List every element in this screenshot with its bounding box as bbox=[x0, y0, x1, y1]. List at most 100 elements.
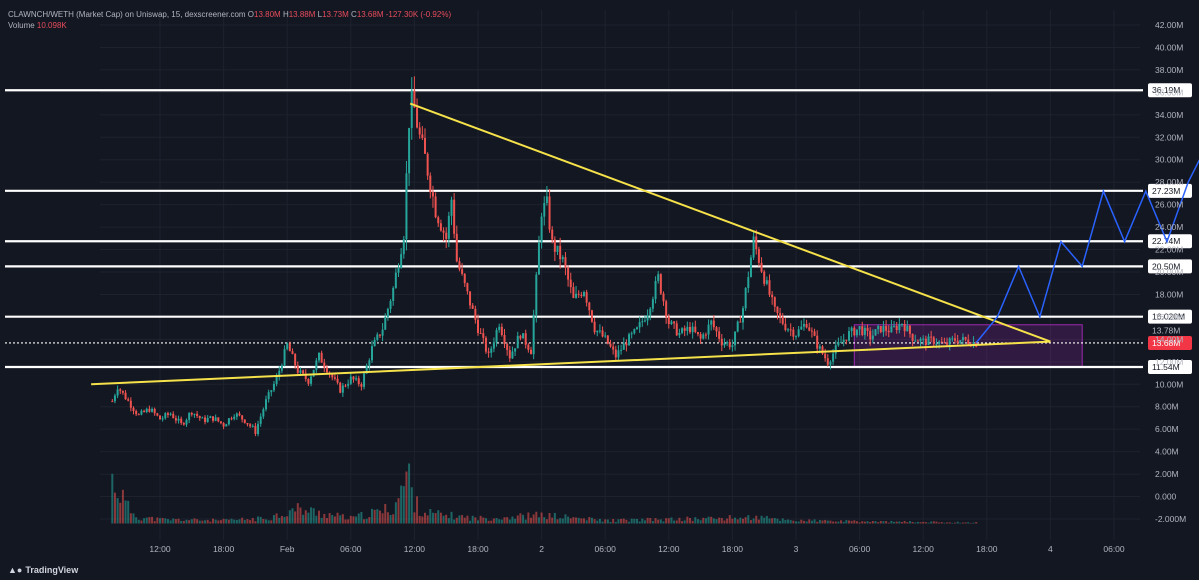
volume-bar bbox=[877, 522, 880, 524]
candle-body bbox=[119, 389, 122, 391]
volume-bar bbox=[230, 518, 233, 524]
candle-body bbox=[230, 418, 233, 420]
candle-body bbox=[503, 335, 506, 345]
candle-body bbox=[548, 196, 551, 230]
candle-body bbox=[739, 321, 742, 323]
candle-body bbox=[694, 326, 697, 333]
volume-bar bbox=[659, 519, 662, 524]
volume-bar bbox=[805, 521, 808, 524]
volume-bar bbox=[278, 517, 281, 524]
candle-body bbox=[826, 358, 829, 365]
volume-bar bbox=[113, 492, 116, 524]
volume-bar bbox=[296, 503, 299, 524]
candle-body bbox=[349, 376, 352, 384]
volume-bar bbox=[190, 519, 193, 524]
volume-bar bbox=[702, 517, 705, 524]
volume-bar bbox=[148, 517, 151, 524]
volume-bar bbox=[482, 517, 485, 524]
volume-bar bbox=[556, 519, 559, 524]
level-label: 27.23M bbox=[1152, 186, 1180, 196]
volume-bar bbox=[455, 517, 458, 524]
trendlines bbox=[91, 102, 1051, 386]
volume-bar bbox=[336, 512, 339, 524]
candle-body bbox=[492, 342, 495, 349]
volume-bar bbox=[463, 517, 466, 524]
candle-body bbox=[575, 293, 578, 298]
high-value: 13.88M bbox=[288, 10, 316, 19]
volume-bar bbox=[898, 521, 901, 524]
time-axis[interactable]: 12:00 18:00 Feb 06:00 12:00 18:00 2 06:00 12:00 1… bbox=[149, 544, 1125, 554]
volume-bar bbox=[389, 515, 392, 524]
candle-body bbox=[267, 392, 270, 400]
candle-body bbox=[654, 280, 657, 300]
current-price-bg bbox=[1148, 335, 1192, 350]
volume-bar bbox=[802, 520, 805, 524]
tradingview-branding[interactable]: ▲● TradingView bbox=[8, 565, 78, 575]
candle-body bbox=[718, 331, 721, 339]
candle-body bbox=[378, 334, 381, 336]
low-value: 13.73M bbox=[322, 10, 349, 19]
volume-bar bbox=[426, 515, 429, 524]
candle-body bbox=[357, 378, 360, 384]
candle-body bbox=[620, 349, 623, 351]
candle-body bbox=[174, 418, 177, 421]
volume-bar bbox=[270, 520, 273, 524]
candle-body bbox=[397, 267, 400, 273]
candle-body bbox=[813, 331, 816, 336]
candle-body bbox=[177, 418, 180, 421]
candle-body bbox=[482, 333, 485, 338]
volume-bar bbox=[882, 521, 885, 524]
volume-bar bbox=[233, 519, 236, 524]
volume-bar bbox=[829, 520, 832, 524]
candle-body bbox=[280, 365, 283, 371]
candle-body bbox=[259, 416, 262, 424]
volume-bar bbox=[532, 514, 535, 524]
candle-body bbox=[188, 412, 191, 420]
y-tick-label: 8.00M bbox=[1155, 402, 1179, 412]
price-axis[interactable]: -2.000M 0.000 2.00M 4.00M 6.00M 8.00M 10.00M 12… bbox=[1155, 20, 1186, 524]
volume-bar bbox=[946, 522, 949, 524]
volume-bar bbox=[249, 520, 252, 524]
volume-bar bbox=[442, 515, 445, 524]
volume-bar bbox=[580, 518, 583, 524]
candle-body bbox=[477, 319, 479, 334]
volume-bar bbox=[771, 518, 774, 524]
volume-bar bbox=[371, 508, 373, 524]
volume-bar bbox=[906, 522, 909, 524]
volume-bar bbox=[219, 520, 222, 524]
volume-bar bbox=[699, 520, 702, 524]
candle-body bbox=[161, 418, 164, 420]
volume-bar bbox=[543, 517, 546, 524]
candle-body bbox=[935, 343, 938, 345]
candle-body bbox=[596, 330, 599, 333]
candle-body bbox=[842, 339, 845, 343]
volume-bar bbox=[487, 520, 490, 524]
candle-body bbox=[204, 417, 207, 422]
volume-bar bbox=[135, 517, 138, 524]
x-tick-label: 06:00 bbox=[1103, 544, 1125, 554]
volume-bar bbox=[657, 519, 660, 524]
candle-body bbox=[352, 376, 355, 380]
candle-body bbox=[930, 336, 933, 338]
candle-body bbox=[704, 334, 707, 336]
candle-body bbox=[233, 416, 236, 419]
volume-bar bbox=[567, 516, 570, 524]
volume-value: 10.098K bbox=[36, 21, 67, 30]
candle-body bbox=[400, 254, 403, 268]
volume-bar bbox=[869, 522, 872, 524]
volume-bar bbox=[649, 517, 652, 524]
volume-bar bbox=[349, 515, 352, 524]
candle-body bbox=[246, 423, 249, 425]
candle-body bbox=[439, 223, 442, 231]
volume-bar bbox=[416, 496, 419, 524]
y-tick-label: 42.00M bbox=[1155, 20, 1183, 30]
volume-bar bbox=[217, 520, 220, 524]
candle-body bbox=[318, 352, 320, 361]
candle-body bbox=[887, 330, 890, 333]
candle-body bbox=[885, 325, 888, 331]
candle-body bbox=[140, 410, 143, 415]
volume-bar bbox=[121, 489, 124, 524]
candle-body bbox=[121, 390, 124, 393]
candle-body bbox=[389, 300, 392, 309]
